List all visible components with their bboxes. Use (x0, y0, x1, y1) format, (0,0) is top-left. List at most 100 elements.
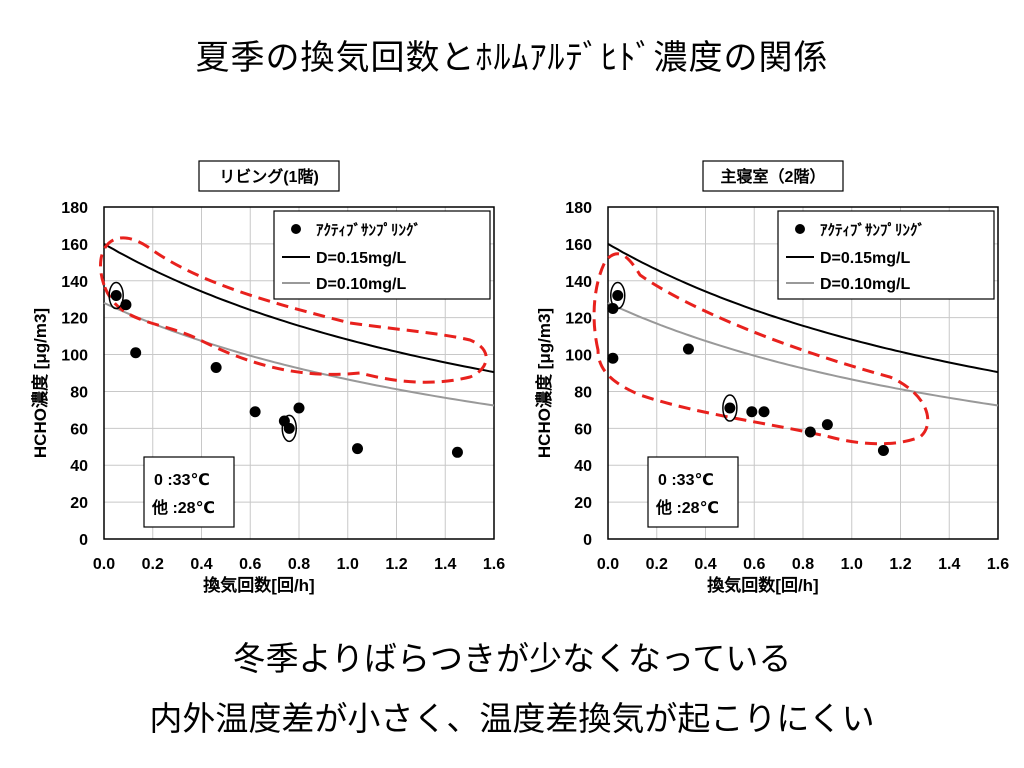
curve-d015 (103, 243, 495, 374)
x-tick-label: 0.6 (743, 556, 765, 573)
y-tick-label: 140 (61, 274, 88, 291)
data-point (120, 299, 132, 311)
master-bedroom-chart: 0.0 0.2 0.4 0.6 0.8 1.0 1.2 1.4 1.6 0 20 40 60 80 100 1… (504, 155, 1016, 615)
slide-title: 夏季の換気回数とﾎﾙﾑｱﾙﾃﾞﾋﾄﾞ濃度の関係 (195, 38, 829, 78)
y-tick-label: 40 (574, 458, 592, 475)
y-axis-label: HCHO濃度 [μg/m3] (534, 308, 554, 458)
y-axis-label: HCHO濃度 [μg/m3] (30, 308, 50, 458)
curve-d015 (607, 243, 999, 374)
plot-border (607, 206, 999, 540)
data-point (210, 361, 222, 373)
y-tick-label: 20 (574, 495, 592, 512)
marker-33c-ellipse (108, 281, 124, 310)
y-tick-label: 140 (565, 274, 592, 291)
master-bedroom-chart-svg: 0.0 0.2 0.4 0.6 0.8 1.0 1.2 1.4 1.6 0 20 40 60 80 100 1… (534, 160, 1009, 595)
inset-box (647, 456, 739, 528)
x-tick-label: 0.4 (694, 556, 716, 573)
inset-line: 0 :33℃ (154, 472, 210, 489)
plot-border (103, 206, 495, 540)
y-tick-label: 80 (574, 384, 592, 401)
legend-label: ｱｸﾃｨﾌﾞｻﾝﾌﾟﾘﾝｸﾞ (820, 221, 925, 239)
data-point (682, 343, 694, 355)
legend-label: D=0.10mg/L (820, 276, 910, 293)
caption-2: 内外温度差が小さく、温度差換気が起こりにくい (149, 699, 875, 738)
x-tick-label: 1.2 (385, 556, 407, 573)
legend-point-marker (795, 224, 805, 234)
x-tick-label: 0.0 (597, 556, 619, 573)
y-tick-label: 20 (70, 495, 88, 512)
inset-line: 0 :33℃ (658, 472, 714, 489)
x-tick-label: 1.4 (434, 556, 456, 573)
data-point (130, 347, 142, 359)
inset-line: 他 :28℃ (655, 498, 719, 517)
y-tick-label: 160 (565, 237, 592, 254)
y-tick-label: 100 (565, 348, 592, 365)
y-tick-label: 160 (61, 237, 88, 254)
y-tick-label: 180 (61, 200, 88, 217)
x-tick-label: 1.4 (938, 556, 960, 573)
caption-1: 冬季よりばらつきが少なくなっている (232, 639, 792, 678)
chart-title: 主寝室（2階） (721, 167, 826, 186)
legend-label: ｱｸﾃｨﾌﾞｻﾝﾌﾟﾘﾝｸﾞ (316, 221, 421, 239)
x-tick-label: 1.0 (841, 556, 863, 573)
chart-title: リビング(1階) (219, 167, 319, 186)
y-tick-label: 80 (70, 384, 88, 401)
inset-line: 他 :28℃ (151, 498, 215, 517)
x-axis-label: 換気回数[回/h] (707, 575, 818, 595)
legend-label: D=0.10mg/L (316, 276, 406, 293)
data-point (607, 352, 619, 364)
x-tick-label: 0.6 (239, 556, 261, 573)
data-point (877, 444, 889, 456)
x-tick-label: 1.0 (337, 556, 359, 573)
x-tick-label: 0.2 (142, 556, 164, 573)
legend-label: D=0.15mg/L (316, 250, 406, 267)
y-tick-label: 0 (79, 532, 88, 549)
y-tick-label: 40 (70, 458, 88, 475)
chart-title-box (198, 160, 340, 192)
data-point (607, 302, 619, 314)
data-point (110, 290, 122, 302)
chart-title-box (702, 160, 844, 192)
y-tick-label: 0 (583, 532, 592, 549)
legend-label: D=0.15mg/L (820, 250, 910, 267)
x-tick-label: 0.2 (646, 556, 668, 573)
x-tick-label: 0.8 (792, 556, 814, 573)
marker-33c-ellipse (281, 414, 297, 443)
x-tick-label: 1.6 (987, 556, 1009, 573)
data-point (249, 406, 261, 418)
legend-box (273, 210, 491, 300)
data-point (612, 290, 624, 302)
data-point (821, 419, 833, 431)
dashed-region-group (592, 252, 930, 446)
data-point (758, 406, 770, 418)
y-tick-label: 120 (565, 311, 592, 328)
legend-point-marker (291, 224, 301, 234)
data-point (283, 422, 295, 434)
marker-33c-ellipse (610, 281, 626, 310)
marker-33c-ellipse (722, 394, 738, 422)
x-tick-label: 0.0 (93, 556, 115, 573)
data-point (724, 402, 736, 414)
data-point (746, 406, 758, 418)
living-room-chart: 0.0 0.2 0.4 0.6 0.8 1.0 1.2 1.4 1.6 0 20 40 60 80 100 1… (0, 155, 512, 615)
dashed-region (592, 252, 930, 446)
x-axis-label: 換気回数[回/h] (203, 575, 314, 595)
curve-d010 (607, 301, 999, 407)
data-point (804, 426, 816, 438)
y-tick-label: 100 (61, 348, 88, 365)
dashed-region-group (99, 236, 488, 384)
inset-box (143, 456, 235, 528)
y-tick-label: 120 (61, 311, 88, 328)
y-tick-label: 180 (565, 200, 592, 217)
x-tick-label: 1.6 (483, 556, 505, 573)
x-tick-label: 0.8 (288, 556, 310, 573)
living-room-chart-svg: 0.0 0.2 0.4 0.6 0.8 1.0 1.2 1.4 1.6 0 20 40 60 80 100 1… (30, 160, 505, 595)
data-point (352, 443, 363, 455)
legend-box (777, 210, 995, 300)
x-tick-label: 0.4 (190, 556, 212, 573)
data-point (293, 402, 305, 414)
dashed-region (99, 236, 488, 384)
data-point (451, 446, 463, 458)
y-tick-label: 60 (70, 421, 88, 438)
x-tick-label: 1.2 (889, 556, 911, 573)
